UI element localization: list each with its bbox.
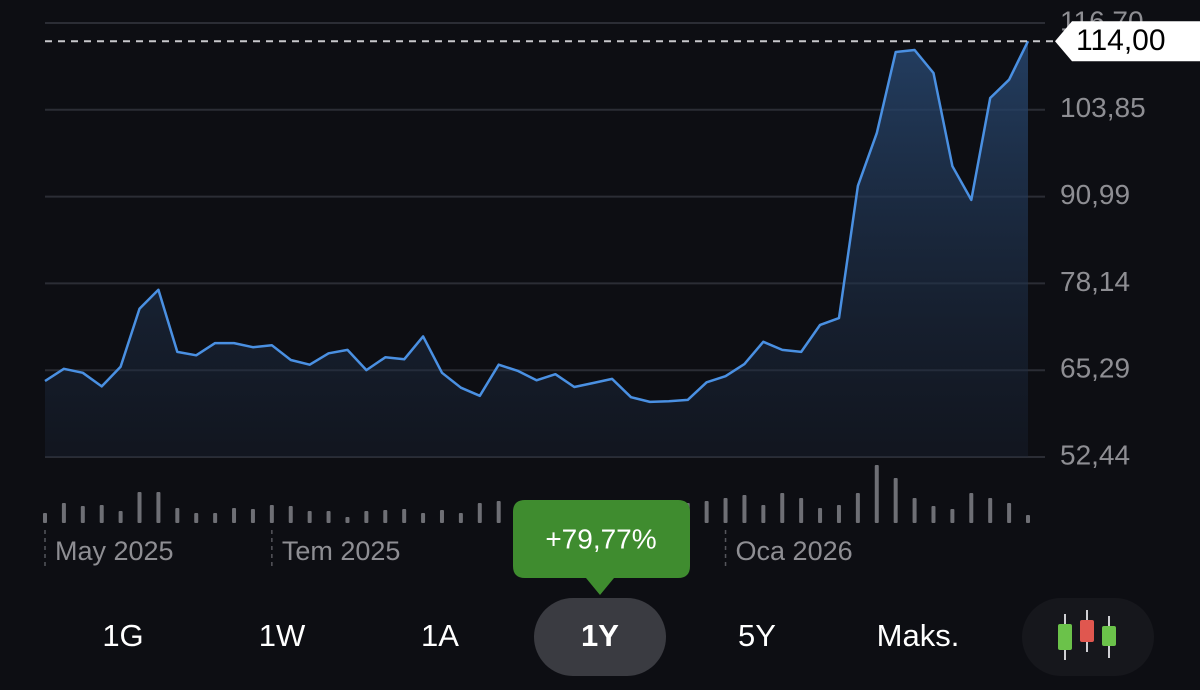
volume-bar — [477, 503, 482, 523]
volume-bar — [799, 498, 804, 523]
y-tick-label: 90,99 — [1060, 179, 1130, 210]
volume-bar — [232, 508, 237, 523]
price-line — [44, 40, 1030, 404]
volume-bar — [704, 501, 709, 523]
range-button[interactable]: 5Y — [738, 618, 776, 653]
volume-bar — [194, 513, 199, 523]
range-button[interactable]: Maks. — [877, 618, 960, 653]
volume-bar — [288, 506, 293, 523]
volume-bar — [912, 498, 917, 523]
volume-bar — [1026, 515, 1030, 523]
change-label: +79,77% — [545, 523, 656, 554]
volume-bar — [1007, 503, 1012, 523]
volume-bar — [80, 506, 85, 523]
volume-bar — [326, 511, 331, 523]
volume-bar — [345, 517, 350, 523]
volume-bar — [250, 509, 255, 523]
volume-bar — [137, 492, 142, 523]
volume-bar — [383, 510, 388, 523]
candlestick-toggle[interactable] — [1022, 598, 1154, 676]
volume-bar — [969, 493, 974, 523]
volume-bar — [836, 505, 841, 523]
volume-bar — [269, 505, 274, 523]
range-button[interactable]: 1A — [421, 618, 459, 653]
volume-bar — [496, 501, 501, 523]
volume-bar — [950, 509, 955, 523]
volume-bar — [723, 498, 728, 523]
x-tick-label: Tem 2025 — [282, 536, 401, 566]
volume-bar — [175, 508, 180, 523]
volume-bar — [458, 513, 463, 523]
volume-bar — [213, 513, 218, 523]
volume-bar — [307, 511, 312, 523]
candle — [1102, 626, 1116, 646]
volume-bar — [988, 498, 993, 523]
candle — [1080, 620, 1094, 642]
y-tick-label: 52,44 — [1060, 439, 1130, 470]
volume-bar — [156, 492, 161, 523]
volume-bar — [118, 511, 123, 523]
range-selected — [534, 598, 666, 676]
volume-bar — [818, 508, 823, 523]
volume-bar — [439, 510, 444, 523]
y-tick-label: 65,29 — [1060, 353, 1130, 384]
volume-bar — [364, 511, 369, 523]
price-area — [45, 41, 1028, 457]
y-tick-label: 78,14 — [1060, 266, 1130, 297]
volume-bar — [421, 513, 426, 523]
candle — [1058, 624, 1072, 650]
x-tick-label: May 2025 — [55, 536, 174, 566]
current-price-box — [1055, 21, 1200, 62]
volume-bar — [61, 503, 66, 523]
change-badge — [513, 500, 690, 595]
volume-bar — [780, 493, 785, 523]
volume-bar — [43, 513, 47, 523]
range-button[interactable]: 1G — [102, 618, 143, 653]
range-button[interactable]: 1Y — [581, 618, 619, 653]
range-button[interactable]: 1W — [259, 618, 306, 653]
volume-bar — [931, 506, 936, 523]
current-price-label: 114,00 — [1076, 24, 1166, 57]
volume-bar — [874, 465, 879, 523]
volume-bar — [402, 509, 407, 523]
volume-bar — [742, 495, 747, 523]
x-tick-label: Oca 2026 — [736, 536, 853, 566]
volume-bar — [855, 493, 860, 523]
volume-bar — [893, 478, 898, 523]
y-tick-label: 103,85 — [1060, 92, 1146, 123]
volume-bar — [99, 505, 104, 523]
volume-bar — [761, 505, 766, 523]
